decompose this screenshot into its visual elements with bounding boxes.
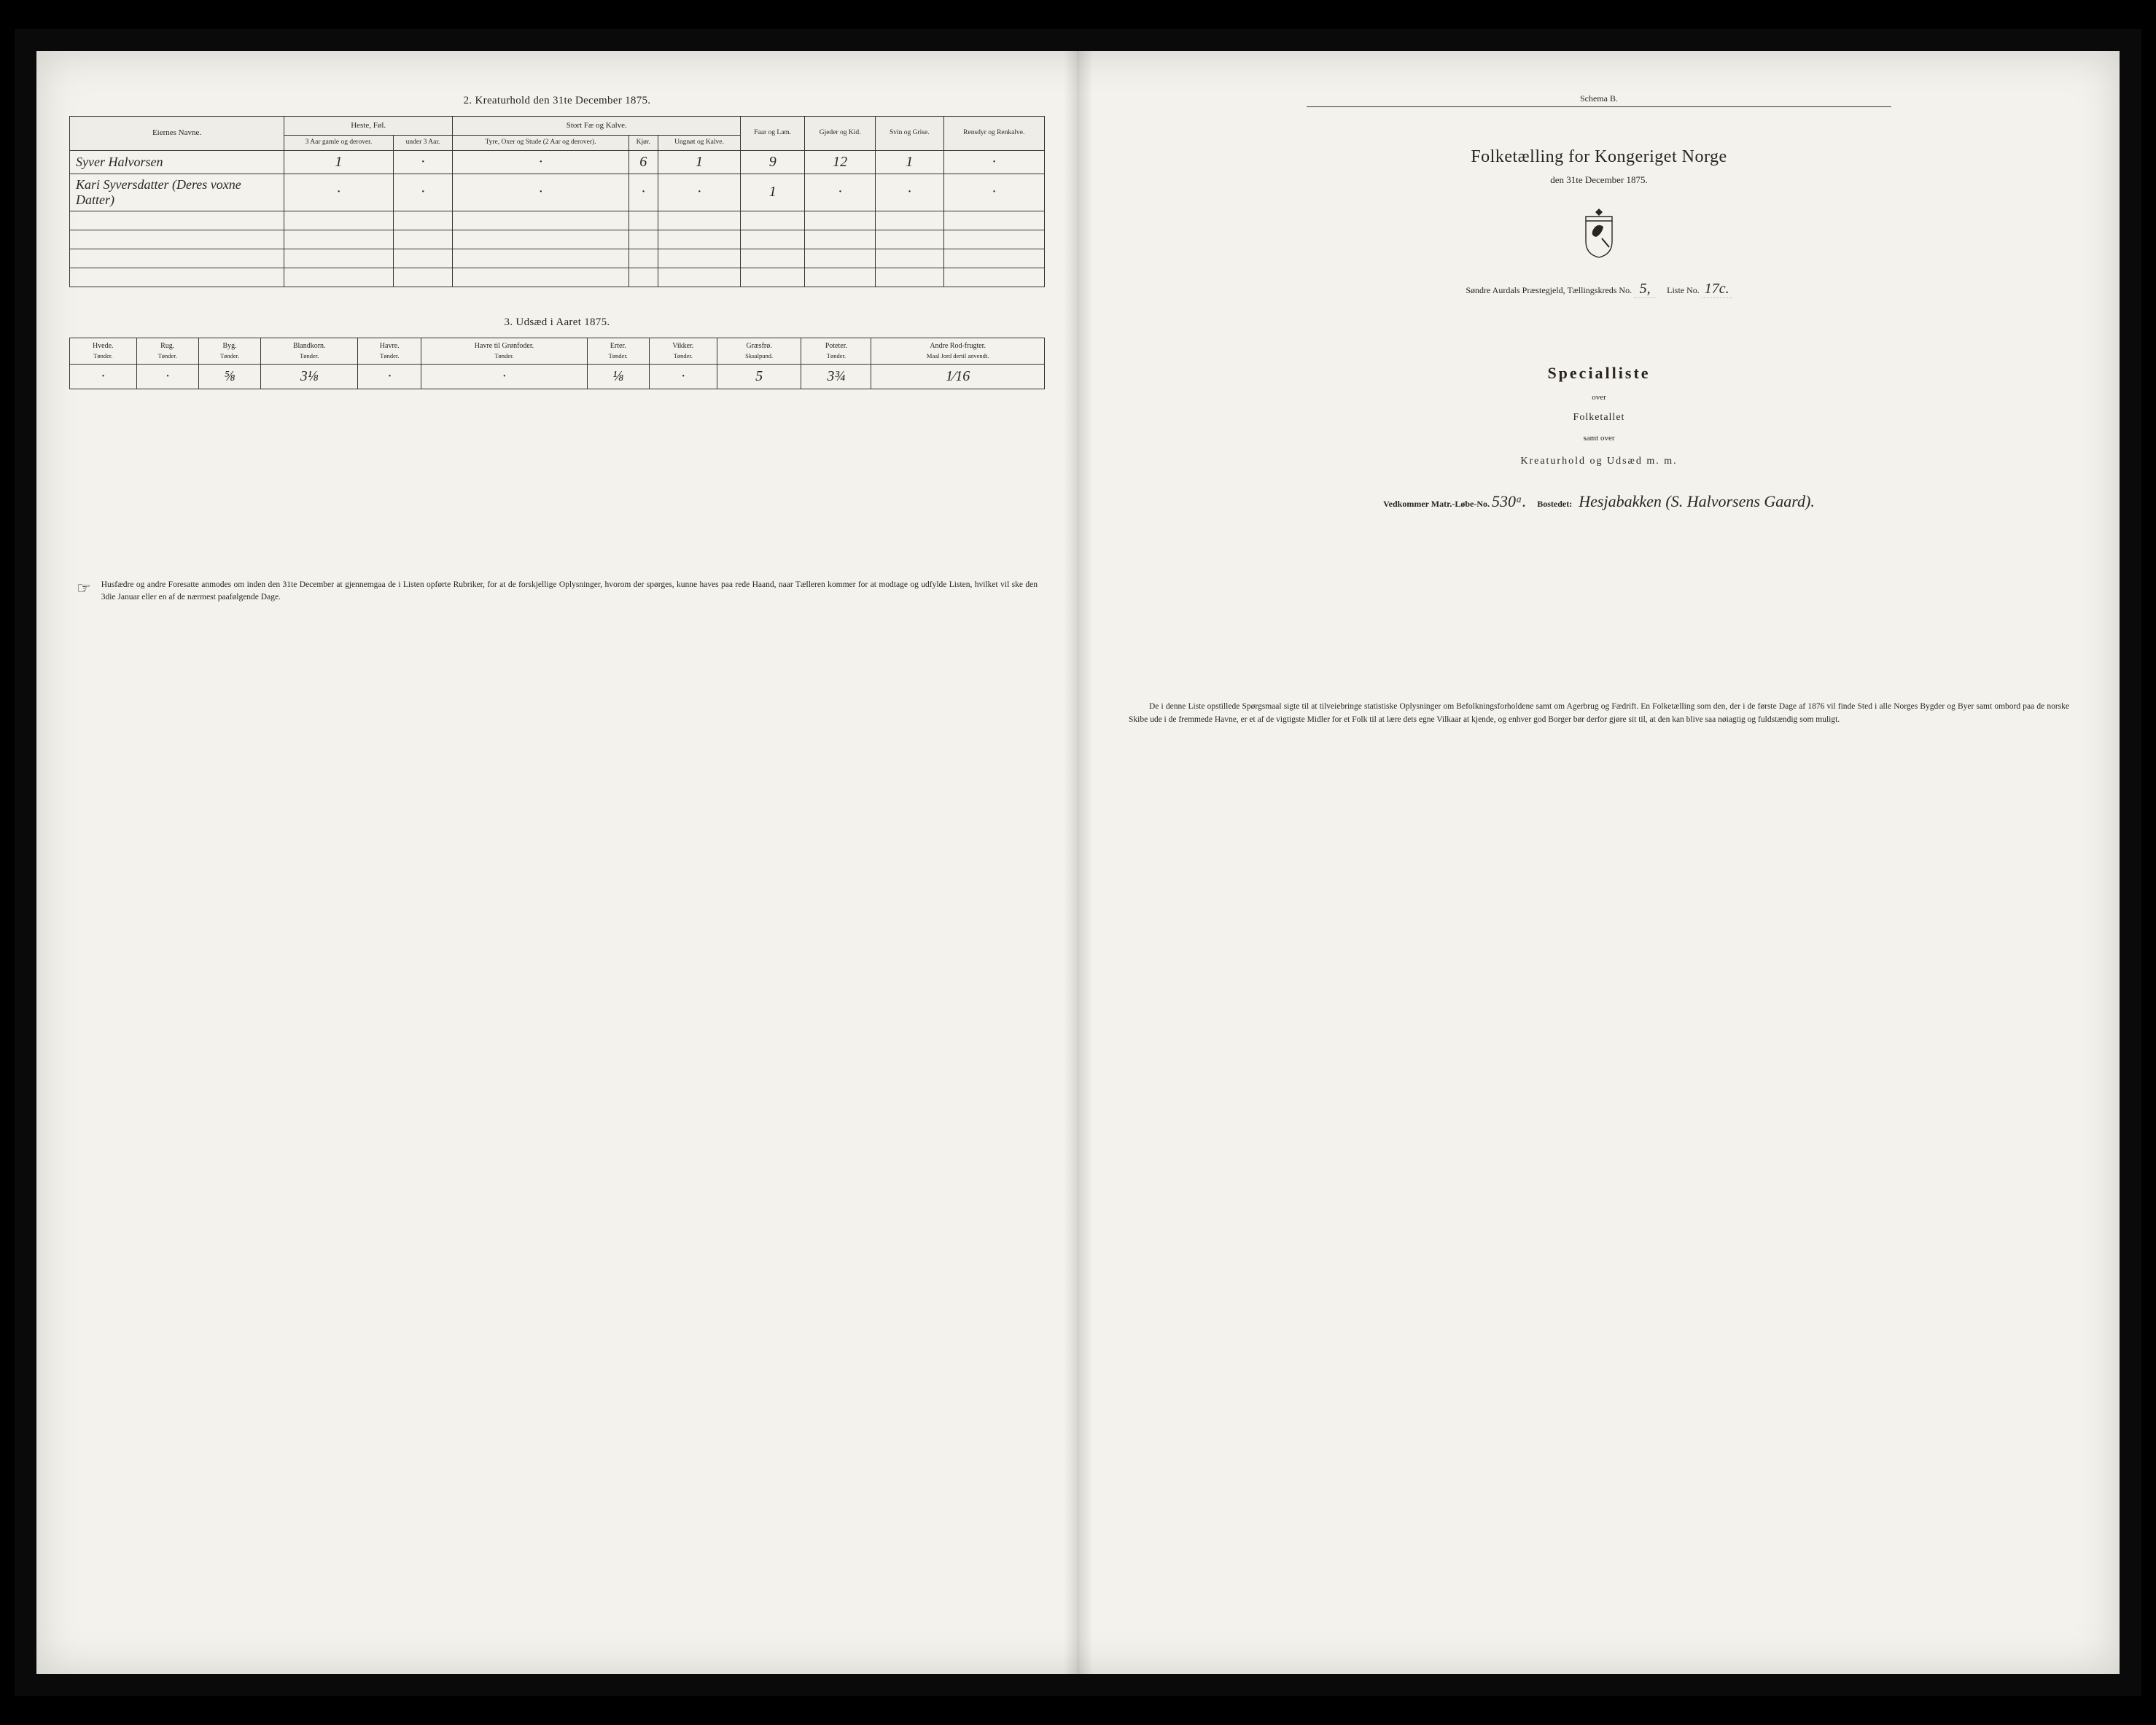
colgroup-cattle: Stort Fæ og Kalve. — [453, 117, 741, 136]
left-footnote: ☞ Husfædre og andre Foresatte anmodes om… — [69, 579, 1045, 604]
footnote-text: De i denne Liste opstillede Spørgsmaal s… — [1129, 701, 2069, 727]
colgroup-horse: Heste, Føl. — [284, 117, 453, 136]
col-sheep: Faar og Lam. — [741, 117, 805, 151]
coat-of-arms-icon — [1577, 205, 1621, 259]
bosted-value: Hesjabakken (S. Halvorsens Gaard). — [1579, 492, 1815, 510]
table-row-blank — [70, 230, 1045, 249]
col-pig: Svin og Grise. — [875, 117, 943, 151]
matr-label: Vedkommer Matr.-Løbe-No. — [1383, 499, 1490, 509]
table-row-blank — [70, 249, 1045, 268]
table-row: Syver Halvorsen 1 · · 6 1 9 12 1 · — [70, 150, 1045, 174]
section-3-title: 3. Udsæd i Aaret 1875. — [69, 316, 1045, 329]
col-goat: Gjeder og Kid. — [805, 117, 876, 151]
footnote-text: Husfædre og andre Foresatte anmodes om i… — [101, 579, 1038, 604]
cell: · — [943, 174, 1044, 211]
schema-label: Schema B. — [1307, 93, 1892, 107]
livestock-table: Eiernes Navne. Heste, Føl. Stort Fæ og K… — [69, 116, 1045, 287]
cell: · — [393, 150, 453, 174]
seed-col: Havre.Tønder. — [358, 338, 421, 364]
cell: · — [70, 364, 137, 389]
col-horse-young: under 3 Aar. — [393, 136, 453, 150]
parish-label: Præstegjeld, Tællingskreds No. — [1522, 285, 1632, 295]
cell: 3⅛ — [261, 364, 358, 389]
cell: · — [453, 174, 629, 211]
col-cattle-ox: Tyre, Oxer og Stude (2 Aar og derover). — [453, 136, 629, 150]
liste-label: Liste No. — [1667, 285, 1700, 295]
left-page: 2. Kreaturhold den 31te December 1875. E… — [36, 51, 1078, 1674]
scan-frame: 2. Kreaturhold den 31te December 1875. E… — [15, 29, 2141, 1696]
cell: · — [875, 174, 943, 211]
owner-name: Syver Halvorsen — [70, 150, 284, 174]
cell: 5 — [717, 364, 801, 389]
cell: 9 — [741, 150, 805, 174]
cell: 6 — [628, 150, 658, 174]
cell: 1 — [741, 174, 805, 211]
cell: · — [453, 150, 629, 174]
specialliste-heading: Specialliste — [1111, 364, 2087, 383]
samt-label: samt over — [1111, 434, 2087, 443]
col-cattle-cow: Kjør. — [628, 136, 658, 150]
kreds-number: 5, — [1634, 281, 1656, 298]
cell: ⅝ — [198, 364, 260, 389]
matr-number: 530ᵃ. — [1492, 492, 1526, 510]
cell: · — [358, 364, 421, 389]
seed-col: Græsfrø.Skaalpund. — [717, 338, 801, 364]
cell: · — [393, 174, 453, 211]
cell: · — [943, 150, 1044, 174]
property-line: Vedkommer Matr.-Løbe-No. 530ᵃ. Bostedet:… — [1111, 492, 2087, 511]
cell: · — [658, 174, 741, 211]
parish-name: Søndre Aurdals — [1466, 285, 1519, 295]
seed-col: Blandkorn.Tønder. — [261, 338, 358, 364]
cell: 1 — [658, 150, 741, 174]
cell: 1 — [284, 150, 394, 174]
cell: · — [805, 174, 876, 211]
seed-table: Hvede.Tønder. Rug.Tønder. Byg.Tønder. Bl… — [69, 338, 1045, 389]
table-row: Kari Syversdatter (Deres voxne Datter) ·… — [70, 174, 1045, 211]
table-row-blank — [70, 268, 1045, 287]
seed-col: Andre Rod-frugter.Maal Jord dertil anven… — [871, 338, 1045, 364]
cell: 3¾ — [801, 364, 871, 389]
cell: ⅛ — [587, 364, 649, 389]
table-row-blank — [70, 211, 1045, 230]
seed-col: Erter.Tønder. — [587, 338, 649, 364]
over-label: over — [1111, 393, 2087, 402]
section-2-title: 2. Kreaturhold den 31te December 1875. — [69, 95, 1045, 107]
cell: 12 — [805, 150, 876, 174]
census-title: Folketælling for Kongeriget Norge — [1111, 147, 2087, 167]
table-row: · · ⅝ 3⅛ · · ⅛ · 5 3¾ 1⁄16 — [70, 364, 1045, 389]
col-reindeer: Rensdyr og Renkalve. — [943, 117, 1044, 151]
parish-line: Søndre Aurdals Præstegjeld, Tællingskred… — [1111, 281, 2087, 298]
bosted-label: Bostedet: — [1537, 499, 1572, 509]
seed-col: Rug.Tønder. — [136, 338, 198, 364]
cell: · — [136, 364, 198, 389]
seed-col: Havre til Grønfoder.Tønder. — [421, 338, 587, 364]
col-cattle-calf: Ungnøt og Kalve. — [658, 136, 741, 150]
cell: · — [421, 364, 587, 389]
liste-number: 17c. — [1702, 281, 1732, 298]
owner-name: Kari Syversdatter (Deres voxne Datter) — [70, 174, 284, 211]
seed-col: Poteter.Tønder. — [801, 338, 871, 364]
folketallet-label: Folketallet — [1111, 412, 2087, 424]
cell: 1⁄16 — [871, 364, 1045, 389]
census-date: den 31te December 1875. — [1111, 174, 2087, 186]
right-footnote: De i denne Liste opstillede Spørgsmaal s… — [1111, 701, 2087, 727]
pointing-hand-icon: ☞ — [77, 580, 91, 596]
seed-col: Hvede.Tønder. — [70, 338, 137, 364]
right-page: Schema B. Folketælling for Kongeriget No… — [1078, 51, 2120, 1674]
cell: · — [284, 174, 394, 211]
cell: 1 — [875, 150, 943, 174]
document-spread: 2. Kreaturhold den 31te December 1875. E… — [36, 51, 2120, 1674]
seed-col: Vikker.Tønder. — [649, 338, 717, 364]
seed-col: Byg.Tønder. — [198, 338, 260, 364]
col-owner: Eiernes Navne. — [70, 117, 284, 151]
kreaturhold-label: Kreaturhold og Udsæd m. m. — [1111, 456, 2087, 467]
cell: · — [649, 364, 717, 389]
col-horse-old: 3 Aar gamle og derover. — [284, 136, 394, 150]
cell: · — [628, 174, 658, 211]
